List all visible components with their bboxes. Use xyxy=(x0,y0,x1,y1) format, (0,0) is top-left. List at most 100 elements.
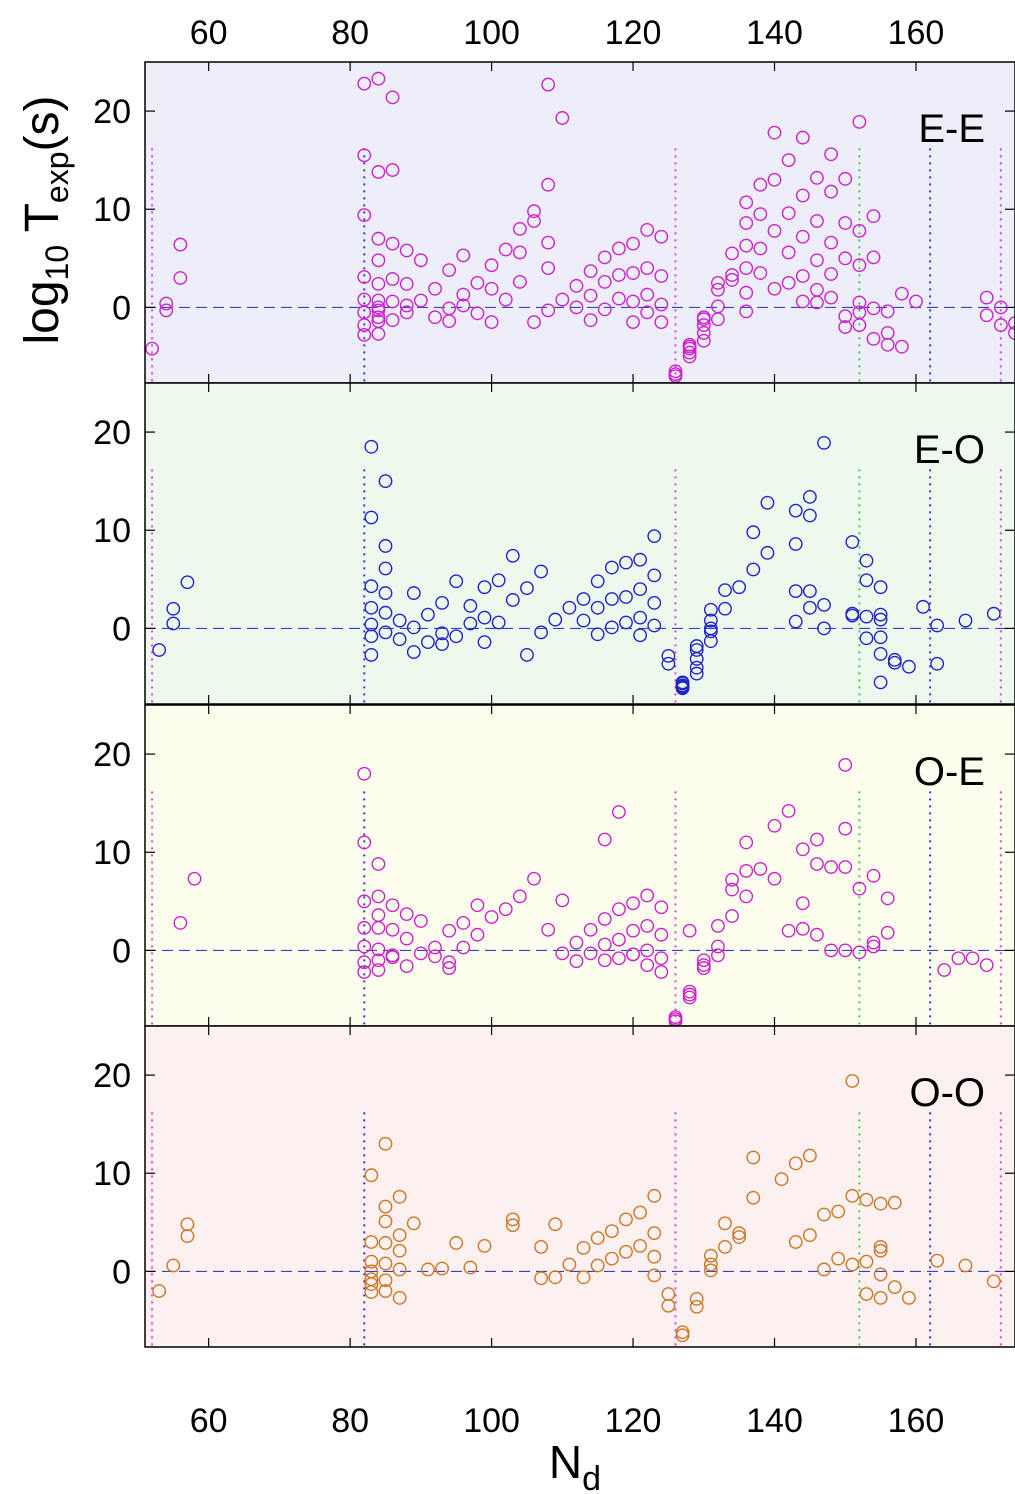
x-tick-label-top: 60 xyxy=(190,14,228,52)
data-point xyxy=(725,909,739,923)
data-point xyxy=(505,1218,520,1233)
data-point xyxy=(986,1274,1001,1289)
data-point xyxy=(413,253,428,268)
data-point xyxy=(788,1235,803,1249)
data-point xyxy=(838,309,853,324)
data-point xyxy=(364,629,379,644)
x-tick-label-top: 120 xyxy=(605,14,662,52)
data-point xyxy=(760,545,775,560)
data-point xyxy=(739,889,754,904)
data-point xyxy=(590,600,605,615)
data-point xyxy=(788,614,803,629)
data-point xyxy=(392,1189,407,1204)
data-point xyxy=(619,615,633,630)
data-point xyxy=(378,1199,393,1214)
panel-frame xyxy=(144,382,1015,705)
data-point xyxy=(824,235,838,250)
data-point xyxy=(739,285,754,300)
data-point xyxy=(449,1236,464,1250)
data-point xyxy=(880,925,895,940)
data-point xyxy=(371,889,386,904)
data-point xyxy=(555,111,570,125)
data-point xyxy=(880,891,895,906)
data-point xyxy=(477,635,492,650)
data-point xyxy=(406,620,421,635)
data-point xyxy=(364,1254,379,1269)
panel-o-e: 0 10 20 O-E xyxy=(93,704,1015,1028)
data-point xyxy=(802,508,817,523)
data-point xyxy=(824,184,838,199)
data-point xyxy=(421,607,435,622)
data-point xyxy=(654,965,669,979)
data-point xyxy=(484,910,499,924)
data-point xyxy=(654,315,669,330)
data-point xyxy=(166,1258,181,1273)
data-point xyxy=(753,266,768,280)
data-point xyxy=(378,1236,393,1250)
data-point xyxy=(626,896,640,911)
data-point xyxy=(802,489,817,504)
data-point xyxy=(385,313,400,328)
data-point xyxy=(718,1239,732,1254)
data-point xyxy=(604,620,619,635)
data-point xyxy=(640,287,655,302)
data-point xyxy=(930,656,945,671)
data-point xyxy=(442,923,457,938)
data-point xyxy=(781,923,796,938)
data-point xyxy=(654,951,669,966)
data-point xyxy=(491,573,506,588)
data-point xyxy=(958,613,973,628)
data-point xyxy=(406,1216,421,1231)
data-point xyxy=(810,927,824,942)
data-point xyxy=(173,916,188,930)
data-point xyxy=(505,593,520,607)
data-point xyxy=(689,660,704,675)
data-point xyxy=(873,607,888,622)
data-point xyxy=(824,860,838,874)
data-point xyxy=(795,269,810,283)
data-point xyxy=(145,341,159,356)
data-point xyxy=(612,902,626,917)
data-point xyxy=(449,629,464,644)
y-tick-label: 0 xyxy=(112,610,131,648)
data-point xyxy=(640,305,655,320)
data-point xyxy=(810,214,824,228)
data-point xyxy=(378,539,393,553)
data-point xyxy=(859,1254,874,1269)
data-point xyxy=(838,757,853,772)
data-point xyxy=(470,898,485,913)
data-point xyxy=(541,177,556,192)
data-point xyxy=(880,337,895,352)
data-point xyxy=(767,223,782,238)
data-point xyxy=(449,574,464,589)
data-point xyxy=(795,130,810,145)
data-point xyxy=(838,320,853,334)
data-point xyxy=(456,298,471,313)
data-point xyxy=(612,805,626,819)
data-point xyxy=(590,574,605,589)
data-point xyxy=(654,229,669,244)
data-point xyxy=(647,595,662,610)
data-point xyxy=(788,503,803,518)
data-point xyxy=(696,318,711,332)
data-point xyxy=(647,618,662,633)
data-point xyxy=(371,300,386,315)
data-point xyxy=(633,610,648,625)
data-point xyxy=(633,582,648,597)
data-point xyxy=(654,927,669,942)
data-point xyxy=(442,314,457,329)
data-point xyxy=(788,1156,803,1171)
data-point xyxy=(562,600,577,615)
data-point xyxy=(767,818,782,833)
data-point xyxy=(371,857,386,871)
data-point xyxy=(696,961,711,975)
data-point xyxy=(371,953,386,968)
data-point xyxy=(173,237,188,252)
data-point xyxy=(371,327,386,341)
data-point xyxy=(859,631,874,646)
data-point xyxy=(760,495,775,510)
data-point xyxy=(859,573,874,588)
data-point xyxy=(753,862,768,876)
data-point xyxy=(399,276,414,291)
